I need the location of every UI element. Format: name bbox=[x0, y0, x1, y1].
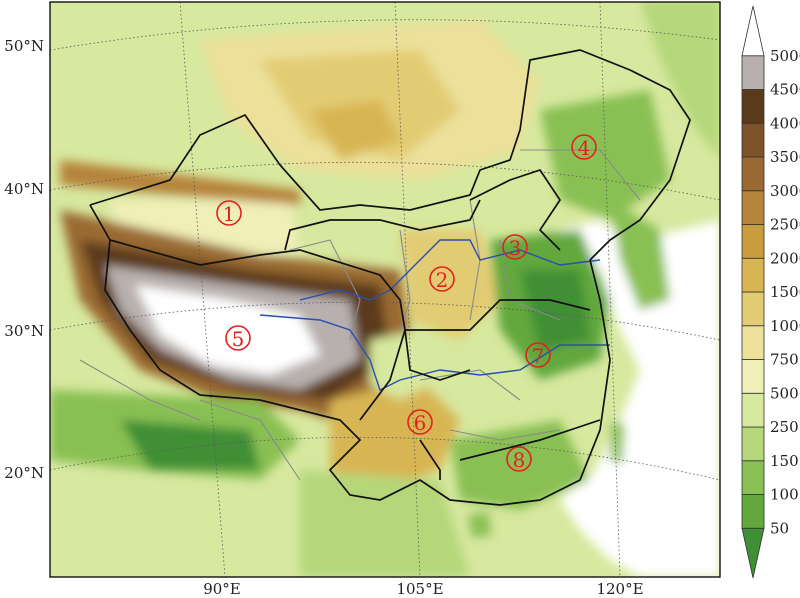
colorbar-swatch bbox=[741, 55, 765, 90]
region-number: 2 bbox=[436, 268, 449, 292]
region-marker: 8 bbox=[506, 446, 532, 472]
lat-label: 20°N bbox=[4, 464, 44, 482]
colorbar-tick-label: 4500 bbox=[770, 81, 800, 99]
colorbar-swatch bbox=[741, 89, 765, 124]
region-borders bbox=[89, 49, 691, 506]
province-boundaries bbox=[79, 149, 641, 481]
colorbar-swatch bbox=[741, 156, 765, 192]
colorbar-swatch bbox=[741, 325, 765, 360]
lon-label: 120°E bbox=[596, 580, 643, 598]
longitude-labels: 90°E 105°E 120°E bbox=[203, 580, 643, 598]
rivers bbox=[259, 239, 610, 391]
latitude-labels: 50°N 40°N 30°N 20°N bbox=[4, 37, 44, 482]
colorbar-swatch bbox=[741, 122, 765, 158]
colorbar-swatch bbox=[741, 190, 765, 225]
lat-label: 40°N bbox=[4, 180, 44, 198]
terrain-shading bbox=[50, 2, 720, 577]
graticule bbox=[50, 2, 720, 577]
region-marker: 3 bbox=[502, 234, 528, 260]
colorbar-swatch bbox=[741, 494, 765, 529]
colorbar-swatch bbox=[741, 5, 765, 57]
region-labels: 1 2 3 4 5 6 7 bbox=[216, 134, 597, 472]
colorbar-swatch bbox=[741, 426, 765, 462]
colorbar-swatch bbox=[741, 224, 765, 259]
colorbar-tick-label: 3000 bbox=[770, 182, 800, 200]
region-number: 7 bbox=[532, 344, 545, 368]
region-number: 1 bbox=[223, 202, 236, 226]
lon-label: 105°E bbox=[396, 580, 443, 598]
colorbar-swatch bbox=[741, 460, 765, 495]
region-marker: 4 bbox=[571, 134, 597, 160]
colorbar-tick-label: 500 bbox=[770, 384, 799, 402]
colorbar-tick-label: 5000 bbox=[770, 47, 800, 65]
region-number: 8 bbox=[513, 448, 526, 472]
map-panel: 1 2 3 4 5 6 7 bbox=[50, 2, 720, 577]
colorbar-swatch bbox=[741, 392, 765, 428]
colorbar-tick-label: 4000 bbox=[770, 114, 800, 132]
colorbar-tick-label: 750 bbox=[770, 351, 799, 369]
colorbar-tick-label: 1000 bbox=[770, 317, 800, 335]
colorbar: 50 100 150 250 500 750 1000 1500 2000 2500 3000 350… bbox=[741, 5, 800, 579]
map-frame bbox=[49, 1, 721, 578]
colorbar-tick-label: 100 bbox=[770, 486, 799, 504]
colorbar-swatch bbox=[741, 257, 765, 293]
region-marker: 5 bbox=[225, 325, 251, 351]
lon-label: 90°E bbox=[203, 580, 241, 598]
region-marker: 2 bbox=[429, 266, 455, 292]
region-marker: 1 bbox=[216, 200, 242, 226]
colorbar-swatch bbox=[741, 359, 765, 394]
lat-label: 50°N bbox=[4, 37, 44, 55]
region-marker: 6 bbox=[407, 409, 433, 435]
region-number: 4 bbox=[578, 136, 591, 160]
colorbar-swatch bbox=[741, 291, 765, 327]
region-marker: 7 bbox=[525, 342, 551, 368]
region-number: 5 bbox=[232, 327, 245, 351]
colorbar-swatch bbox=[741, 527, 765, 579]
colorbar-tick-label: 2000 bbox=[770, 249, 800, 267]
colorbar-tick-label: 2500 bbox=[770, 216, 800, 234]
region-number: 3 bbox=[509, 236, 522, 260]
colorbar-tick-label: 3500 bbox=[770, 148, 800, 166]
region-number: 6 bbox=[414, 411, 427, 435]
lat-label: 30°N bbox=[4, 322, 44, 340]
colorbar-tick-label: 50 bbox=[770, 519, 789, 537]
colorbar-tick-label: 150 bbox=[770, 452, 799, 470]
colorbar-tick-label: 1500 bbox=[770, 283, 800, 301]
colorbar-tick-label: 250 bbox=[770, 418, 799, 436]
